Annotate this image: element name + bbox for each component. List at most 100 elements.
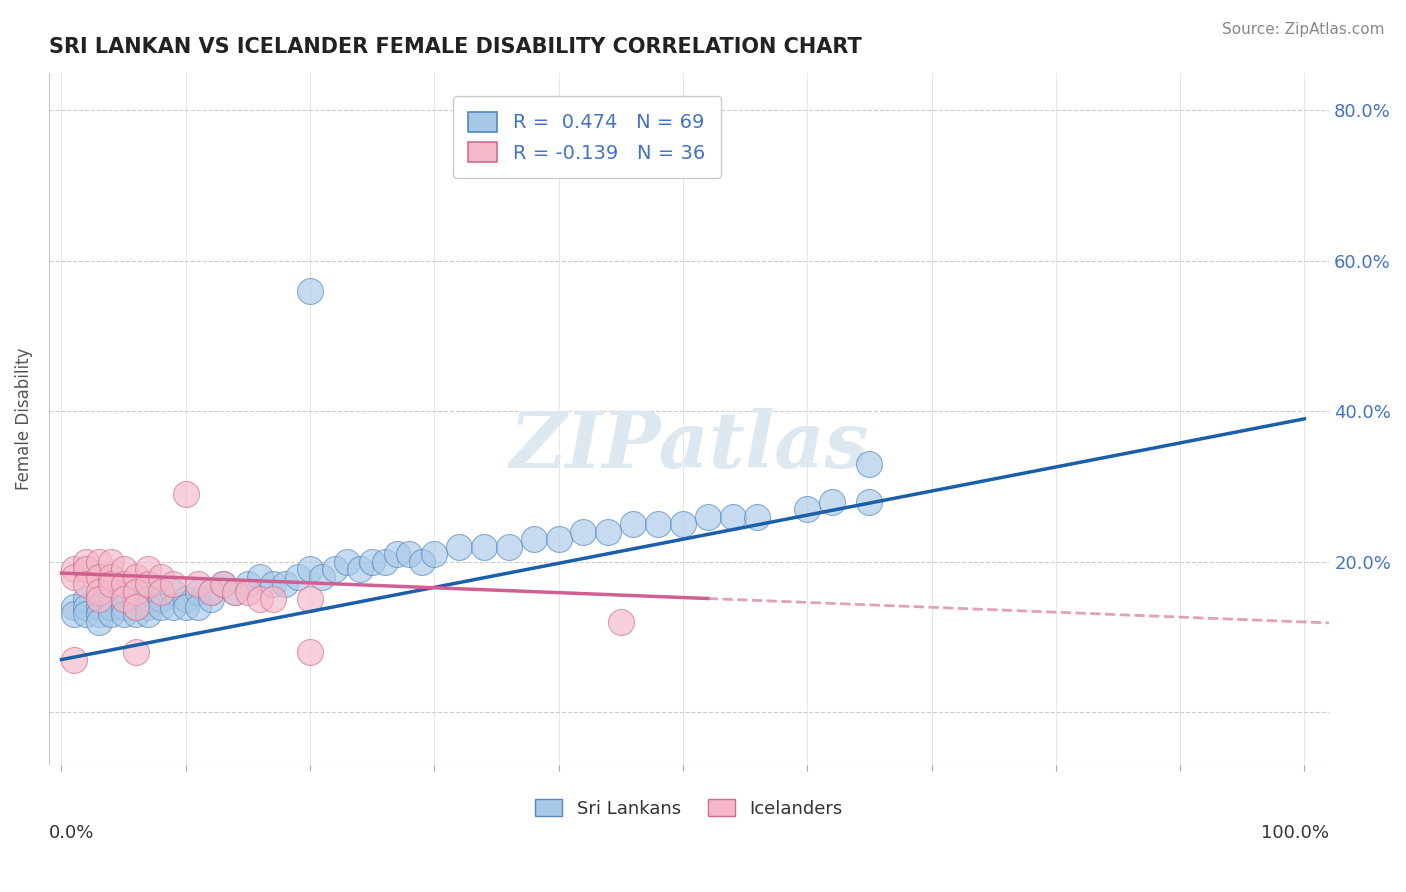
Point [398, 547, 420, 561]
Point [212, 577, 235, 591]
Point [547, 533, 569, 547]
Point [87, 592, 110, 607]
Point [572, 524, 595, 539]
Point [423, 547, 446, 561]
Point [125, 592, 148, 607]
Point [162, 577, 184, 591]
Point [472, 540, 495, 554]
Point [523, 533, 546, 547]
Point [149, 599, 172, 614]
Point [125, 599, 148, 614]
Point [747, 509, 769, 524]
Point [87, 615, 110, 629]
Point [411, 555, 433, 569]
Point [100, 555, 122, 569]
Point [75, 577, 97, 591]
Point [298, 592, 321, 607]
Point [149, 570, 172, 584]
Point [249, 570, 271, 584]
Point [112, 592, 135, 607]
Point [262, 592, 284, 607]
Point [174, 487, 197, 501]
Point [721, 509, 744, 524]
Point [224, 585, 246, 599]
Point [349, 562, 371, 576]
Point [647, 517, 669, 532]
Point [236, 577, 259, 591]
Point [449, 540, 471, 554]
Point [87, 599, 110, 614]
Point [200, 585, 222, 599]
Point [87, 555, 110, 569]
Point [87, 592, 110, 607]
Point [138, 585, 160, 599]
Point [174, 599, 197, 614]
Point [187, 577, 209, 591]
Point [63, 570, 86, 584]
Point [75, 555, 97, 569]
Point [112, 562, 135, 576]
Text: ZIPatlas: ZIPatlas [509, 409, 869, 484]
Point [75, 592, 97, 607]
Point [858, 457, 880, 471]
Point [298, 562, 321, 576]
Point [138, 562, 160, 576]
Point [672, 517, 695, 532]
Point [149, 592, 172, 607]
Point [821, 494, 844, 508]
Point [174, 592, 197, 607]
Point [274, 577, 297, 591]
Point [187, 599, 209, 614]
Point [598, 524, 620, 539]
Point [323, 562, 346, 576]
Text: 0.0%: 0.0% [49, 824, 94, 842]
Point [262, 577, 284, 591]
Point [610, 615, 633, 629]
Point [138, 577, 160, 591]
Point [125, 599, 148, 614]
Point [100, 599, 122, 614]
Text: SRI LANKAN VS ICELANDER FEMALE DISABILITY CORRELATION CHART: SRI LANKAN VS ICELANDER FEMALE DISABILIT… [49, 37, 862, 57]
Point [100, 570, 122, 584]
Point [138, 592, 160, 607]
Y-axis label: Female Disability: Female Disability [15, 348, 32, 490]
Point [112, 577, 135, 591]
Point [212, 577, 235, 591]
Point [100, 607, 122, 622]
Point [87, 570, 110, 584]
Point [249, 592, 271, 607]
Point [298, 645, 321, 659]
Point [162, 585, 184, 599]
Point [63, 607, 86, 622]
Point [63, 652, 86, 666]
Point [87, 607, 110, 622]
Legend: Sri Lankans, Icelanders: Sri Lankans, Icelanders [529, 792, 851, 825]
Point [75, 562, 97, 576]
Point [112, 607, 135, 622]
Point [63, 599, 86, 614]
Point [236, 585, 259, 599]
Point [287, 570, 309, 584]
Point [621, 517, 644, 532]
Point [796, 502, 818, 516]
Point [125, 570, 148, 584]
Point [100, 592, 122, 607]
Point [87, 585, 110, 599]
Point [112, 599, 135, 614]
Point [125, 585, 148, 599]
Point [361, 555, 384, 569]
Point [224, 585, 246, 599]
Point [336, 555, 359, 569]
Point [112, 585, 135, 599]
Point [498, 540, 520, 554]
Point [63, 562, 86, 576]
Point [200, 585, 222, 599]
Point [125, 607, 148, 622]
Point [125, 645, 148, 659]
Point [100, 577, 122, 591]
Text: 100.0%: 100.0% [1261, 824, 1329, 842]
Point [138, 599, 160, 614]
Point [311, 570, 333, 584]
Point [858, 494, 880, 508]
Point [200, 592, 222, 607]
